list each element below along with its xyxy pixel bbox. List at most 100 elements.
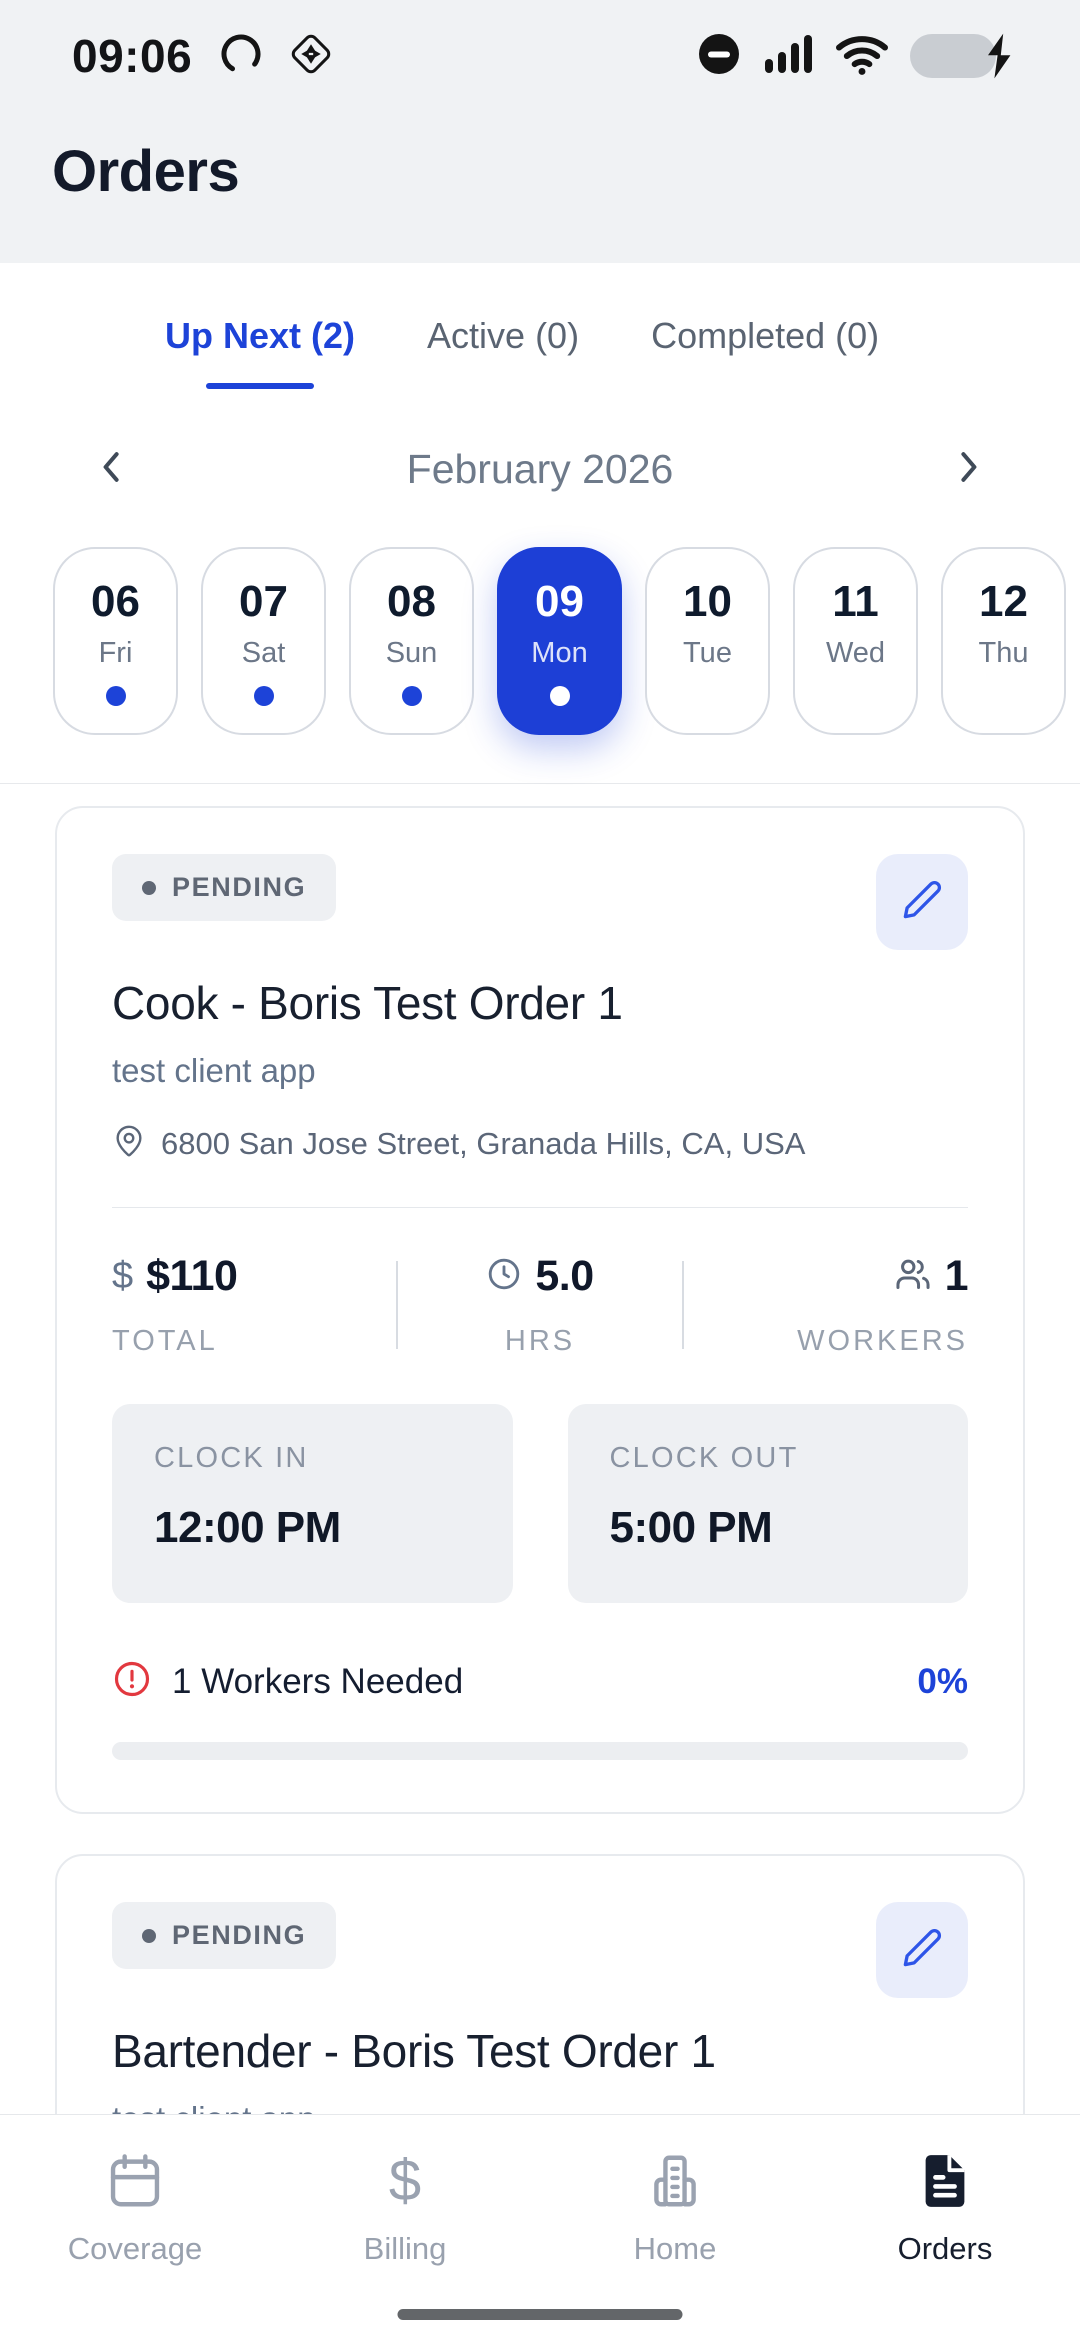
wifi-icon <box>834 31 890 82</box>
chevron-right-icon <box>946 445 990 494</box>
chevron-left-icon <box>90 445 134 494</box>
fill-percent: 0% <box>917 1661 968 1701</box>
event-dot <box>401 685 422 706</box>
page-title: Orders <box>52 139 240 204</box>
stats-row: $ $110 TOTAL 5.0 HRS <box>112 1252 969 1358</box>
edit-order-button[interactable] <box>876 1902 968 1998</box>
tab-active[interactable]: Active (0) <box>427 315 579 389</box>
month-nav: February 2026 <box>0 399 1080 493</box>
day-chip-08[interactable]: 08 Sun <box>349 547 474 735</box>
tab-bar: Up Next (2) Active (0) Completed (0) <box>0 263 1080 399</box>
nav-item-home[interactable]: Home <box>540 2145 810 2340</box>
status-time: 09:06 <box>72 30 193 82</box>
event-dot <box>105 685 126 706</box>
stat-value: 1 <box>944 1252 969 1300</box>
day-chip-12[interactable]: 12 Thu <box>941 547 1066 735</box>
edit-order-button[interactable] <box>876 854 968 950</box>
building-icon <box>644 2145 706 2217</box>
card-top-row: PENDING <box>112 1902 968 1998</box>
date-strip: 06 Fri 07 Sat 08 Sun 09 Mon 10 Tue 11 We… <box>0 493 1080 783</box>
order-card-cook[interactable]: PENDING Cook - Boris Test Order 1 test c… <box>55 806 1025 1814</box>
signal-strength-icon <box>762 31 814 82</box>
day-weekday: Sat <box>241 636 286 669</box>
day-number: 08 <box>387 576 436 626</box>
nav-label: Coverage <box>67 2231 203 2266</box>
day-number: 10 <box>683 576 732 626</box>
status-text: PENDING <box>172 872 307 902</box>
pencil-icon <box>901 879 943 926</box>
day-chip-09-selected[interactable]: 09 Mon <box>497 547 622 735</box>
tab-label: Up Next (2) <box>165 315 356 356</box>
status-dot-icon <box>142 1928 156 1943</box>
clock-out-label: CLOCK OUT <box>609 1442 799 1474</box>
day-number: 12 <box>979 576 1028 626</box>
order-title: Cook - Boris Test Order 1 <box>112 977 623 1029</box>
day-weekday: Wed <box>825 636 886 669</box>
status-dot-icon <box>142 880 156 895</box>
day-weekday: Fri <box>98 636 133 669</box>
nav-item-billing[interactable]: $ Billing <box>270 2145 540 2340</box>
status-badge: PENDING <box>112 1902 337 1969</box>
day-chip-11[interactable]: 11 Wed <box>793 547 918 735</box>
day-weekday: Sun <box>385 636 438 669</box>
order-address: 6800 San Jose Street, Granada Hills, CA,… <box>161 1125 806 1161</box>
nav-label: Home <box>633 2231 717 2266</box>
pencil-icon <box>901 1927 943 1974</box>
card-divider <box>112 1207 968 1208</box>
day-chip-10[interactable]: 10 Tue <box>645 547 770 735</box>
stat-total: $ $110 TOTAL <box>112 1252 396 1358</box>
day-number: 11 <box>832 576 879 626</box>
clock-in-label: CLOCK IN <box>154 1442 309 1474</box>
status-bar: 09:06 <box>0 0 1080 102</box>
nav-label: Billing <box>363 2231 447 2266</box>
clock-row: CLOCK IN 12:00 PM CLOCK OUT 5:00 PM <box>112 1404 968 1603</box>
stat-label: TOTAL <box>112 1325 218 1357</box>
orders-list: PENDING Cook - Boris Test Order 1 test c… <box>0 783 1080 2340</box>
stat-divider <box>396 1261 398 1349</box>
stat-label: WORKERS <box>797 1325 968 1357</box>
loading-spinner-icon <box>218 31 264 82</box>
location-pin-icon <box>112 1124 146 1163</box>
stat-label: HRS <box>504 1325 576 1357</box>
nav-item-orders[interactable]: Orders <box>810 2145 1080 2340</box>
nav-label: Orders <box>897 2231 993 2266</box>
previous-month-button[interactable] <box>88 445 136 493</box>
clock-in-box: CLOCK IN 12:00 PM <box>112 1404 513 1603</box>
address-row: 6800 San Jose Street, Granada Hills, CA,… <box>112 1124 968 1163</box>
top-area: 09:06 <box>0 0 1080 263</box>
progress-bar <box>112 1742 968 1760</box>
day-number: 09 <box>535 576 584 626</box>
header: Orders <box>0 102 1080 259</box>
tab-label: Active (0) <box>427 315 580 356</box>
do-not-disturb-icon <box>696 31 742 82</box>
dollar-icon: $ <box>112 1255 134 1297</box>
tab-completed[interactable]: Completed (0) <box>651 315 879 389</box>
status-right-icons <box>696 31 1020 82</box>
clock-out-value: 5:00 PM <box>609 1503 773 1552</box>
dollar-icon: $ <box>388 2148 422 2213</box>
nav-item-coverage[interactable]: Coverage <box>0 2145 270 2340</box>
bottom-nav: Coverage $ Billing Home <box>0 2114 1080 2340</box>
tab-label: Completed (0) <box>651 315 880 356</box>
home-indicator <box>397 2309 683 2320</box>
clock-icon <box>486 1256 522 1297</box>
tab-active-underline <box>206 383 315 389</box>
day-number: 06 <box>91 576 140 626</box>
day-chip-07[interactable]: 07 Sat <box>201 547 326 735</box>
alert-icon <box>112 1659 152 1704</box>
day-number: 07 <box>239 576 288 626</box>
next-month-button[interactable] <box>944 445 992 493</box>
card-top-row: PENDING <box>112 854 968 950</box>
tab-up-next[interactable]: Up Next (2) <box>165 315 355 389</box>
day-weekday: Tue <box>683 636 732 669</box>
workers-needed-text: 1 Workers Needed <box>172 1661 464 1701</box>
clock-in-value: 12:00 PM <box>154 1503 341 1552</box>
day-chip-06[interactable]: 06 Fri <box>53 547 178 735</box>
order-title: Bartender - Boris Test Order 1 <box>112 2025 716 2077</box>
stat-value: 5.0 <box>535 1252 594 1300</box>
battery-charging-icon <box>910 32 1020 80</box>
calendar-icon <box>104 2145 166 2217</box>
stat-hours: 5.0 HRS <box>398 1252 682 1358</box>
status-left-icons <box>218 29 336 84</box>
